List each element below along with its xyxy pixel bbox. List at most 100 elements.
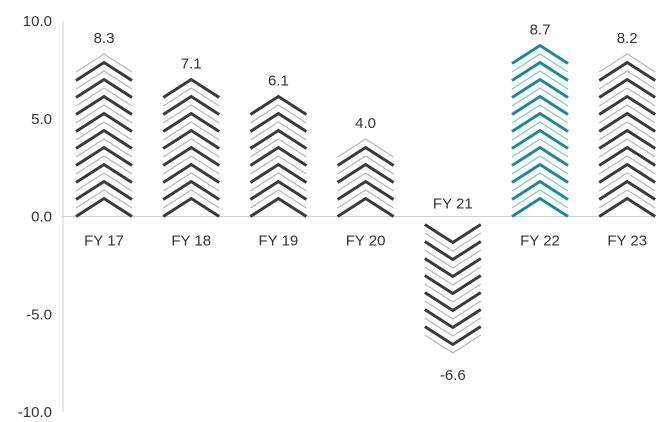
bar-chevron — [423, 325, 482, 347]
y-tick-label: 5.0 — [31, 111, 52, 128]
bar-fy-20 — [336, 138, 395, 218]
bar-chevron — [598, 53, 656, 73]
bar-chevron — [337, 155, 394, 175]
bar-chevron — [598, 172, 656, 192]
data-label: 8.2 — [617, 30, 638, 47]
bar-chevron — [249, 145, 308, 167]
bar-chevron — [598, 77, 657, 99]
bar-chevron — [162, 77, 221, 99]
data-label: 8.7 — [530, 22, 551, 39]
bar-chevron — [598, 138, 656, 158]
bar-chevron — [511, 94, 569, 116]
axis-layer: 10.0 5.0 0.0 -5.0 -10.0 — [18, 13, 655, 421]
bar-chevron — [598, 155, 656, 175]
bar-fy-21 — [423, 223, 482, 354]
bar-chevron — [249, 128, 308, 150]
bar-chevron — [75, 196, 133, 218]
bar-chevron — [511, 70, 569, 90]
bar-chevron — [511, 121, 569, 141]
bar-chevron — [336, 145, 395, 167]
bar-chevron — [337, 172, 394, 192]
bar-chevron — [423, 240, 482, 262]
bar-chevron — [336, 196, 395, 218]
bar-chevron — [511, 179, 569, 201]
bar-chevron — [75, 138, 133, 158]
bar-chevron — [423, 274, 482, 296]
bar-chevron — [162, 87, 220, 107]
bar-chevron — [598, 94, 657, 116]
bar-chevron — [511, 162, 569, 184]
bar-chevron — [162, 138, 220, 158]
bar-chevron — [75, 128, 133, 150]
bar-fy-18 — [162, 77, 221, 218]
bar-chevron — [250, 138, 307, 158]
bar-chevron — [337, 189, 394, 209]
bar-chevron — [424, 317, 482, 337]
bar-chevron — [511, 128, 569, 150]
bar-chevron — [75, 179, 133, 201]
bar-chevron — [511, 53, 569, 73]
bar-chevron — [75, 87, 133, 107]
data-label: 4.0 — [355, 115, 376, 132]
bar-fy-22 — [511, 43, 569, 218]
bar-chevron — [424, 300, 482, 320]
x-tick-label: FY 23 — [607, 233, 647, 250]
bar-chevron — [162, 162, 221, 184]
bar-chevron — [162, 145, 221, 167]
bar-chevron — [250, 155, 307, 175]
bar-chevron — [162, 104, 220, 124]
bar-chevron — [511, 138, 569, 158]
bar-chevron — [511, 172, 569, 192]
bar-chevron — [424, 283, 482, 303]
y-tick-label: 0.0 — [31, 209, 52, 226]
bar-chevron — [75, 104, 133, 124]
data-label: 6.1 — [268, 73, 289, 90]
bar-fy-19 — [249, 94, 308, 218]
bar-chevron — [336, 179, 395, 201]
bar-chevron — [162, 155, 220, 175]
bar-fy-23 — [598, 53, 657, 218]
bar-chevron — [423, 291, 482, 313]
bar-chevron — [250, 189, 307, 209]
bar-chevron — [75, 145, 133, 167]
bar-chevron — [424, 334, 482, 354]
bar-chevron — [424, 232, 482, 252]
bar-chevron — [424, 266, 482, 286]
bar-chevron — [511, 111, 569, 133]
x-tick-label: FY 20 — [346, 233, 386, 250]
bar-chevron — [75, 155, 133, 175]
x-tick-label: FY 17 — [84, 233, 124, 250]
bar-chevron — [511, 189, 569, 209]
data-label: 7.1 — [181, 56, 202, 73]
bar-chevron — [598, 128, 657, 150]
bar-chevron — [511, 60, 569, 82]
bar-chevron — [75, 94, 133, 116]
bar-chevron — [423, 223, 482, 245]
bar-chevron — [598, 70, 656, 90]
bar-chevron — [75, 189, 133, 209]
bar-chevron — [598, 60, 657, 82]
bar-chevron — [598, 196, 657, 218]
bar-chevron — [162, 196, 221, 218]
x-tick-label: FY 21 — [433, 196, 473, 213]
bar-chevron — [162, 94, 221, 116]
bar-chevron — [511, 43, 569, 65]
bar-chevron — [75, 111, 133, 133]
bar-chevron — [249, 196, 308, 218]
bar-chevron — [75, 60, 133, 82]
bar-chevron — [598, 87, 656, 107]
bar-fy-17 — [75, 53, 133, 218]
bar-chevron — [75, 162, 133, 184]
bar-chevron — [423, 257, 482, 279]
bar-chevron — [598, 145, 657, 167]
bars-layer — [75, 43, 657, 354]
bar-chevron — [511, 87, 569, 107]
bar-chevron — [249, 162, 308, 184]
x-tick-label: FY 19 — [259, 233, 299, 250]
bar-chevron — [598, 104, 656, 124]
x-tick-label: FY 18 — [171, 233, 211, 250]
bar-chevron — [249, 179, 308, 201]
bar-chevron — [162, 179, 221, 201]
bar-chevron — [511, 77, 569, 99]
